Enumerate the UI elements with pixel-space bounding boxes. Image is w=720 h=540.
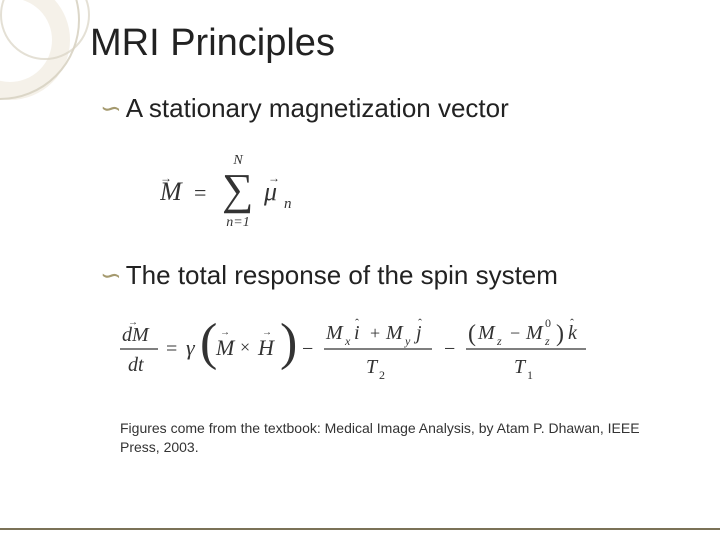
footnote-text: Figures come from the textbook: Medical … xyxy=(120,419,660,457)
svg-text:=: = xyxy=(166,338,177,360)
eq2-gamma: γ xyxy=(186,335,196,360)
eq2-f3-Mz0-sup: 0 xyxy=(545,316,551,330)
eq2-f3-Mz-M: M xyxy=(477,322,496,344)
bullet-text: The total response of the spin system xyxy=(126,260,558,291)
svg-text:∑: ∑ xyxy=(222,165,253,214)
eq1-term: μ xyxy=(263,177,277,206)
bullet-text: A stationary magnetization vector xyxy=(126,93,509,124)
eq1-term-sub: n xyxy=(284,196,292,212)
eq2-f3-Mz0-sub: z xyxy=(544,334,550,348)
bullet-icon: ∽ xyxy=(100,262,122,288)
equation-2: → dM dt = γ ( → M × → H ) − M xyxy=(120,309,660,389)
svg-text:−: − xyxy=(302,338,313,360)
eq2-f2-Mx-sub: x xyxy=(344,334,351,348)
eq2-f3-Mz-sub: z xyxy=(496,334,502,348)
eq2-cross: × xyxy=(240,337,250,357)
eq2-lparen: ( xyxy=(200,314,217,371)
bullet-item-1: ∽ A stationary magnetization vector xyxy=(100,93,660,124)
eq2-f2-plus: + xyxy=(370,323,380,343)
bullet-icon: ∽ xyxy=(100,95,122,121)
eq2-f3-Mz0-M: M xyxy=(525,322,544,344)
svg-text:=: = xyxy=(194,180,206,205)
eq2-f2-jhat: j xyxy=(413,322,422,344)
eq2-f2-den-sub: 2 xyxy=(379,368,385,382)
equation-1: → M = N ∑ n=1 → μ n xyxy=(160,142,660,232)
slide-content: MRI Principles ∽ A stationary magnetizat… xyxy=(0,0,720,540)
eq2-f3-rpar: ) xyxy=(556,321,564,347)
eq2-f3-minus: − xyxy=(510,323,520,343)
eq2-M: M xyxy=(215,335,236,360)
eq2-f3-lpar: ( xyxy=(468,321,476,347)
eq2-H: H xyxy=(257,335,275,360)
eq1-lhs: M xyxy=(160,177,183,206)
eq1-sum-lower: n=1 xyxy=(226,215,249,230)
eq2-f3-den-sub: 1 xyxy=(527,368,533,382)
eq2-f2-Mx-M: M xyxy=(325,322,344,344)
eq2-f2-My-sub: y xyxy=(404,334,411,348)
eq2-rparen: ) xyxy=(280,314,297,371)
eq2-f2-ihat: i xyxy=(354,322,360,344)
bottom-divider xyxy=(0,528,720,530)
eq2-f3-den: T xyxy=(514,356,527,378)
eq2-lhs-num: dM xyxy=(122,324,150,346)
eq2-f3-khat: k xyxy=(568,322,578,344)
eq2-f2-My-M: M xyxy=(385,322,404,344)
page-title: MRI Principles xyxy=(90,22,660,65)
svg-text:−: − xyxy=(444,338,455,360)
bullet-item-2: ∽ The total response of the spin system xyxy=(100,260,660,291)
eq2-lhs-den: dt xyxy=(128,354,144,376)
eq2-f2-den: T xyxy=(366,356,379,378)
